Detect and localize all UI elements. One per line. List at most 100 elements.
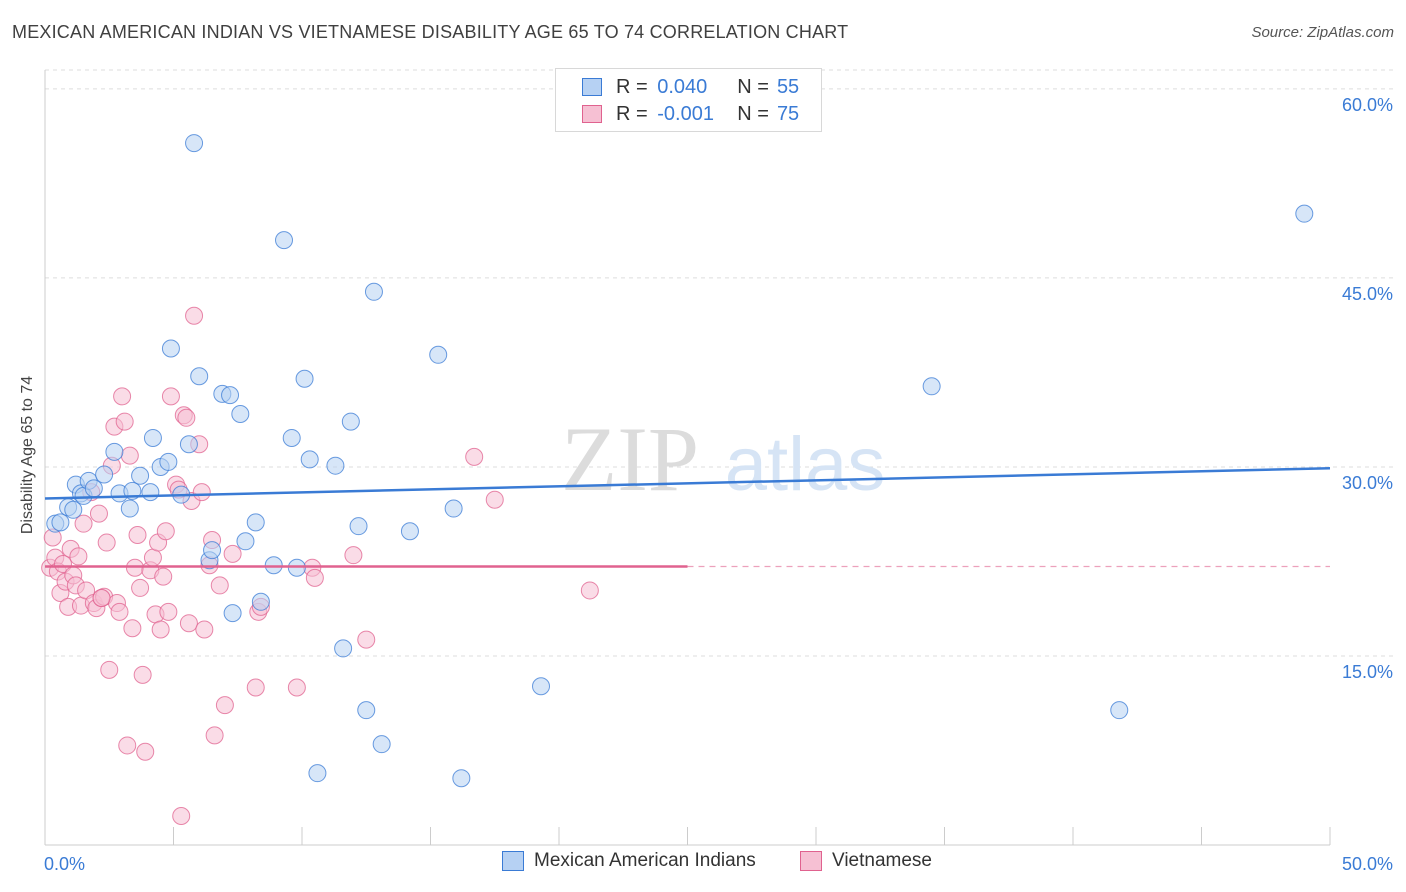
vietnamese-point xyxy=(185,306,204,325)
vietnamese-point xyxy=(143,548,162,567)
x-tick-label-max: 50.0% xyxy=(1342,854,1393,874)
vietnamese-point xyxy=(177,408,196,427)
mexican-american-indian-point xyxy=(341,412,360,431)
mexican-american-indian-point xyxy=(251,592,270,611)
grid-lines xyxy=(45,69,1395,657)
mexican-american-indian-point xyxy=(185,134,204,153)
mexican-american-indian-point xyxy=(308,764,327,783)
mexican-american-indian-point xyxy=(287,558,306,577)
vietnamese-point xyxy=(115,412,134,431)
mexican-american-indian-point xyxy=(143,428,162,447)
trend-line-0 xyxy=(44,466,1331,500)
mexican-american-indian-point xyxy=(1110,701,1129,720)
mexican-american-indian-point xyxy=(357,701,376,720)
vietnamese-point xyxy=(580,581,599,600)
vietnamese-point xyxy=(120,446,139,465)
correlation-legend: R = 0.040 N = 55 R = -0.001 N = 75 xyxy=(555,68,822,132)
vietnamese-point xyxy=(192,483,211,502)
mexican-american-indian-point xyxy=(532,677,551,696)
vietnamese-point xyxy=(357,630,376,649)
vietnamese-point xyxy=(154,567,173,586)
legend-n-value-blue: 55 xyxy=(776,75,800,98)
mexican-american-indian-point xyxy=(131,466,150,485)
mexican-american-indian-point xyxy=(275,231,294,250)
legend-r-value-pink: -0.001 xyxy=(657,102,714,125)
bottom-legend-swatch-blue xyxy=(502,851,524,871)
mexican-american-indian-point xyxy=(231,405,250,424)
bottom-legend-swatch-pink xyxy=(800,851,822,871)
y-tick-label: 45.0% xyxy=(1342,284,1393,304)
mexican-american-indian-point xyxy=(236,532,255,551)
vietnamese-point xyxy=(465,447,484,466)
chart-title: MEXICAN AMERICAN INDIAN VS VIETNAMESE DI… xyxy=(12,22,849,42)
legend-n-value-pink: 75 xyxy=(776,102,800,125)
bottom-legend-label-blue: Mexican American Indians xyxy=(534,850,756,871)
mexican-american-indian-point xyxy=(334,639,353,658)
mexican-american-indian-point xyxy=(120,499,139,518)
vietnamese-point xyxy=(215,696,234,715)
vietnamese-point xyxy=(128,526,147,544)
watermark-zip: ZIP xyxy=(561,408,699,510)
legend-n-label: N = xyxy=(737,102,769,125)
mexican-american-indian-point xyxy=(51,513,70,532)
y-tick-label: 15.0% xyxy=(1342,662,1393,682)
vietnamese-point xyxy=(131,578,150,597)
mexican-american-indian-point xyxy=(429,345,448,364)
vietnamese-point xyxy=(195,620,214,639)
vietnamese-point xyxy=(110,602,129,621)
vietnamese-point xyxy=(210,576,229,595)
mexican-american-indian-point xyxy=(326,456,345,475)
mexican-american-indian-point xyxy=(1295,204,1314,223)
vietnamese-point xyxy=(92,589,111,608)
legend-n-label: N = xyxy=(737,75,769,98)
legend-r-value-blue: 0.040 xyxy=(657,75,708,98)
mexican-american-indian-point xyxy=(282,428,301,447)
vietnamese-point xyxy=(179,614,198,633)
vietnamese-point xyxy=(133,665,152,684)
vietnamese-point xyxy=(305,568,324,587)
vietnamese-point xyxy=(97,533,116,552)
legend-r-label: R = xyxy=(616,102,648,125)
vietnamese-point xyxy=(223,544,242,563)
vietnamese-point xyxy=(113,387,132,406)
mexican-american-indian-point xyxy=(364,282,383,301)
tick-labels: 15.0% 30.0% 45.0% 60.0% 0.0% 50.0% xyxy=(44,95,1393,874)
vietnamese-point xyxy=(123,619,142,638)
vietnamese-point xyxy=(53,554,72,573)
y-axis-label: Disability Age 65 to 74 xyxy=(19,375,36,535)
mexican-american-indian-point xyxy=(452,769,471,788)
mexican-american-indian-point xyxy=(246,513,265,532)
mexican-american-indian-point xyxy=(64,500,83,519)
mexican-american-indian-point xyxy=(300,450,319,469)
mexican-american-indian-point xyxy=(349,517,368,536)
vietnamese-point xyxy=(287,678,306,697)
watermark-atlas: atlas xyxy=(725,422,886,507)
vietnamese-point xyxy=(246,678,265,697)
mexican-american-indian-point xyxy=(221,386,240,405)
vietnamese-point xyxy=(161,387,180,406)
mexican-american-indian-point xyxy=(179,435,198,454)
y-tick-label: 30.0% xyxy=(1342,473,1393,493)
vietnamese-point xyxy=(344,546,363,565)
mexican-american-indian-point xyxy=(203,541,222,560)
source-label: Source: ZipAtlas.com xyxy=(1251,24,1394,41)
vietnamese-point xyxy=(74,514,93,533)
vietnamese-point xyxy=(69,547,88,566)
mexican-american-indian-point xyxy=(400,522,419,541)
mexican-american-indian-point xyxy=(159,452,178,471)
legend-row-blue: R = 0.040 N = 55 xyxy=(582,75,799,99)
mexican-american-indian-point xyxy=(444,499,463,518)
vietnamese-point xyxy=(118,736,137,755)
legend-row-pink: R = -0.001 N = 75 xyxy=(582,102,799,126)
mexican-american-indian-point xyxy=(922,377,941,396)
bottom-legend-pink: Vietnamese xyxy=(800,850,932,872)
vietnamese-point xyxy=(159,602,178,621)
legend-swatch-pink xyxy=(582,105,602,123)
vietnamese-point xyxy=(100,660,119,679)
mexican-american-indian-point xyxy=(295,369,314,388)
vietnamese-point xyxy=(156,522,175,541)
mexican-american-indian-point xyxy=(190,367,209,386)
mexican-american-indian-point xyxy=(84,479,103,498)
mexican-american-indian-point xyxy=(105,442,124,461)
